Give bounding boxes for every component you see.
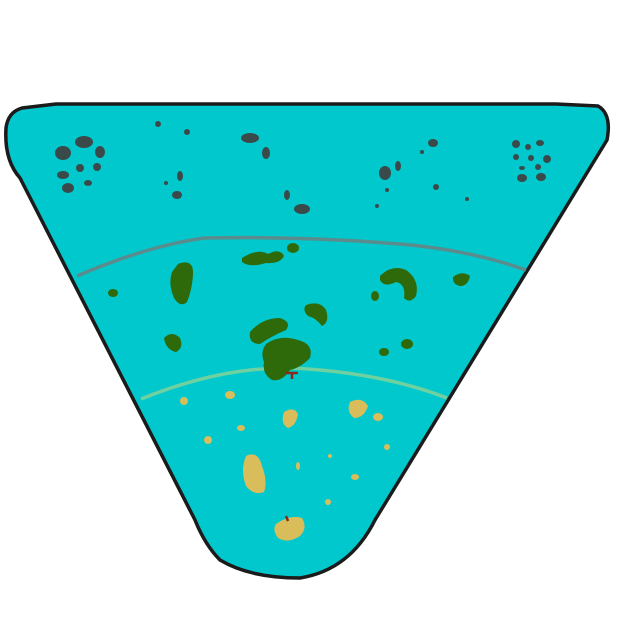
forest-patch xyxy=(371,291,379,301)
sand-patch xyxy=(384,444,390,450)
rock-patch xyxy=(375,204,379,208)
rock-patch xyxy=(536,140,544,146)
rock-patch xyxy=(395,161,401,171)
sand-patch xyxy=(351,474,359,480)
rock-patch xyxy=(519,166,525,170)
sand-patch xyxy=(180,397,188,405)
rock-patch xyxy=(76,164,84,172)
sand-patch xyxy=(243,454,266,494)
sand-patch xyxy=(204,436,212,444)
rock-patch xyxy=(513,154,519,160)
rock-patch xyxy=(379,166,391,180)
rock-patch xyxy=(95,146,105,158)
rock-patch xyxy=(155,121,161,127)
rock-patch xyxy=(433,184,439,190)
forest-patch xyxy=(262,337,311,381)
forest-patch xyxy=(304,303,328,326)
forest-patch xyxy=(452,273,470,286)
rock-patch xyxy=(465,197,469,201)
rock-patch xyxy=(512,140,520,148)
rock-patch xyxy=(177,171,183,181)
rock-patch xyxy=(535,164,541,170)
sand-patch xyxy=(282,409,298,428)
sand-patch xyxy=(225,391,235,399)
sand-patch xyxy=(328,454,332,458)
rock-patch xyxy=(543,155,551,163)
forest-marker[interactable] xyxy=(286,371,298,379)
rock-patch xyxy=(184,129,190,135)
forest-patch xyxy=(379,348,389,356)
forest-zone xyxy=(108,243,470,381)
forest-patch xyxy=(380,268,417,301)
desert-marker[interactable] xyxy=(284,515,290,522)
sand-patch xyxy=(274,516,305,541)
forest-patch xyxy=(164,334,182,352)
sand-patch xyxy=(373,413,383,421)
sand-patch xyxy=(296,462,300,470)
sand-patch xyxy=(237,425,245,431)
rock-patch xyxy=(385,188,389,192)
rock-patch xyxy=(57,171,69,179)
cold-band-line xyxy=(76,235,527,278)
rock-patch xyxy=(93,163,101,171)
desert-zone xyxy=(180,391,390,541)
rock-patch xyxy=(517,174,527,182)
rock-patch xyxy=(84,180,92,186)
forest-patch xyxy=(170,262,194,305)
ocean-wedge xyxy=(4,102,611,580)
rocky-zone xyxy=(55,121,551,214)
rock-patch xyxy=(528,155,534,161)
rock-patch xyxy=(262,147,270,159)
rock-patch xyxy=(55,146,71,160)
rock-patch xyxy=(75,136,93,148)
rock-patch xyxy=(525,144,531,150)
rock-patch xyxy=(164,181,168,185)
rock-patch xyxy=(420,150,424,154)
rock-patch xyxy=(428,139,438,147)
forest-patch xyxy=(242,251,284,266)
forest-patch xyxy=(108,289,118,297)
rock-patch xyxy=(172,191,182,199)
rock-patch xyxy=(284,190,290,200)
rock-patch xyxy=(294,204,310,214)
forest-patch xyxy=(287,243,299,253)
rock-patch xyxy=(62,183,74,193)
forest-patch xyxy=(249,318,288,344)
sand-patch xyxy=(325,499,331,505)
rock-patch xyxy=(241,133,259,143)
forest-patch xyxy=(401,339,413,349)
sand-patch xyxy=(348,399,368,418)
rock-patch xyxy=(536,173,546,181)
